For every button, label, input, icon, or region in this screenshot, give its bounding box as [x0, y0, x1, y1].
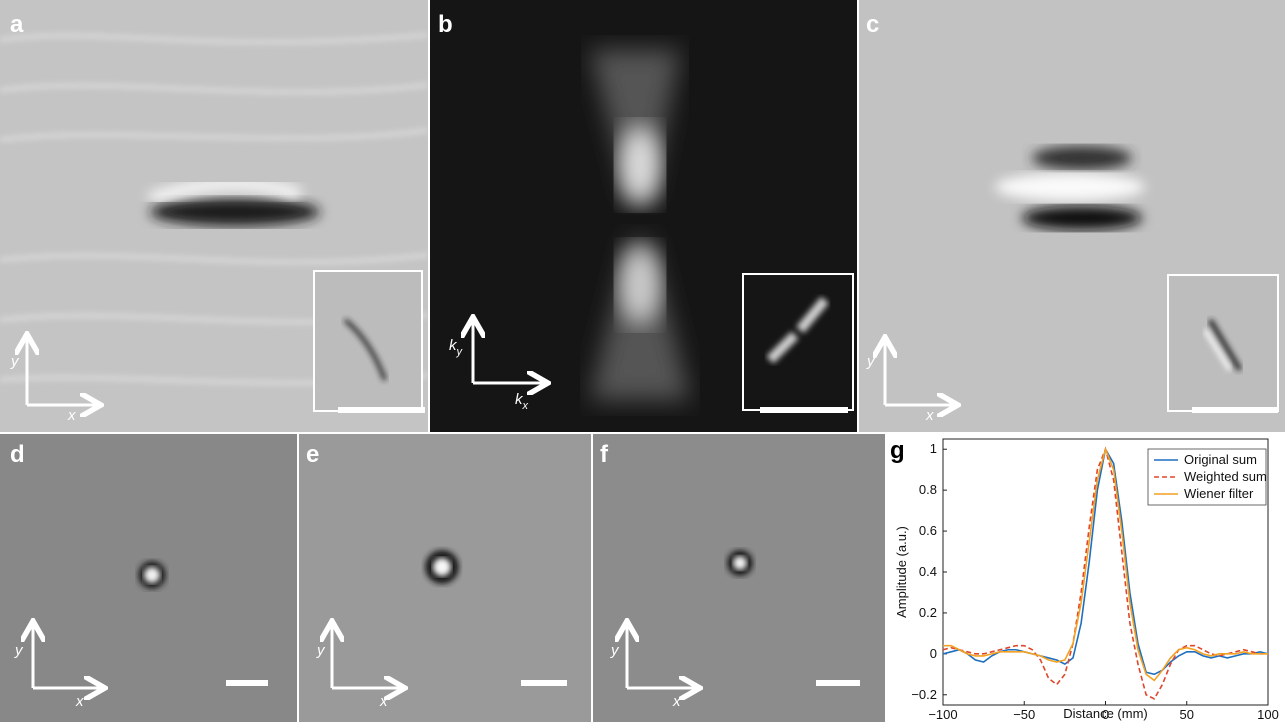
y-tick-label: 0.8: [919, 482, 937, 497]
axis-label: x: [67, 407, 76, 424]
panel-label: e: [306, 441, 319, 468]
panel-a: [0, 0, 428, 432]
panel-label: d: [10, 441, 25, 468]
x-tick-label: 100: [1257, 707, 1279, 722]
panel-label: f: [600, 441, 609, 468]
panel-label: b: [438, 11, 453, 38]
y-axis-label: Amplitude (a.u.): [894, 526, 909, 618]
x-tick-label: −50: [1013, 707, 1035, 722]
y-tick-label: 0: [930, 646, 937, 661]
axis-label: x: [925, 407, 934, 424]
panel-label: a: [10, 11, 24, 38]
axis-label: x: [672, 693, 681, 710]
axis-label: x: [379, 693, 388, 710]
y-tick-label: 0.4: [919, 564, 937, 579]
legend-label: Weighted sum: [1184, 469, 1267, 484]
x-tick-label: −100: [928, 707, 957, 722]
y-tick-label: 0.2: [919, 605, 937, 620]
panel-d: [0, 434, 297, 722]
x-tick-label: 50: [1180, 707, 1194, 722]
y-tick-label: −0.2: [911, 687, 937, 702]
x-axis-label: Distance (mm): [1063, 706, 1148, 721]
panel-label: g: [890, 437, 905, 464]
figure: a b c d e f y x ky kx y x y x y x y x g …: [0, 0, 1285, 722]
panel-label: c: [866, 11, 879, 38]
axis-label: x: [75, 693, 84, 710]
legend-label: Wiener filter: [1184, 486, 1254, 501]
panel-b: [430, 0, 857, 432]
y-tick-label: 0.6: [919, 523, 937, 538]
legend-label: Original sum: [1184, 452, 1257, 467]
panel-c: [859, 0, 1285, 432]
panel-f: [593, 434, 885, 722]
panel-e: [299, 434, 591, 722]
y-tick-label: 1: [930, 441, 937, 456]
